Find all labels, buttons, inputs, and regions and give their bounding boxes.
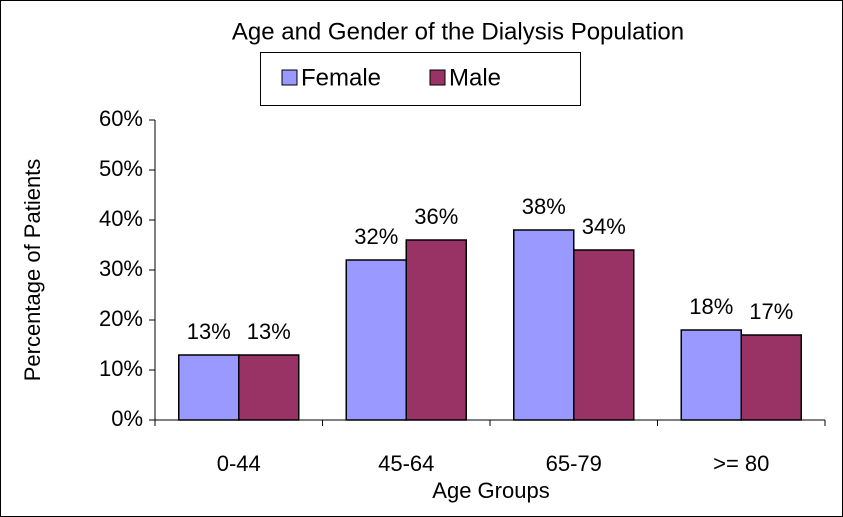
y-tick-label: 50% xyxy=(99,156,143,181)
legend-label: Male xyxy=(449,64,501,91)
x-tick-label: 0-44 xyxy=(217,451,261,476)
bar xyxy=(573,249,635,421)
y-tick-label: 20% xyxy=(99,306,143,331)
y-tick-label: 0% xyxy=(111,406,143,431)
x-axis-title: Age Groups xyxy=(432,478,549,503)
value-label: 18% xyxy=(689,294,733,319)
x-tick-label: 65-79 xyxy=(546,451,602,476)
legend-swatch xyxy=(281,69,298,86)
legend-label: Female xyxy=(301,64,381,91)
chart-title: Age and Gender of the Dialysis Populatio… xyxy=(232,18,684,45)
y-tick-label: 60% xyxy=(99,106,143,131)
bar xyxy=(238,354,300,421)
bar xyxy=(345,259,407,421)
legend-swatch xyxy=(429,69,446,86)
legend-box xyxy=(260,52,581,106)
bar xyxy=(513,229,575,421)
value-label: 13% xyxy=(187,319,231,344)
value-label: 13% xyxy=(247,319,291,344)
value-label: 34% xyxy=(582,214,626,239)
y-tick-label: 30% xyxy=(99,256,143,281)
value-label: 32% xyxy=(354,224,398,249)
value-label: 36% xyxy=(414,204,458,229)
value-label: 38% xyxy=(522,194,566,219)
bar xyxy=(740,334,802,421)
y-tick-label: 10% xyxy=(99,356,143,381)
bar xyxy=(405,239,467,421)
value-label: 17% xyxy=(749,299,793,324)
x-tick-label: >= 80 xyxy=(713,451,769,476)
bar xyxy=(178,354,240,421)
x-tick-label: 45-64 xyxy=(378,451,434,476)
y-axis-title: Percentage of Patients xyxy=(20,159,45,382)
y-tick-label: 40% xyxy=(99,206,143,231)
bar xyxy=(680,329,742,421)
